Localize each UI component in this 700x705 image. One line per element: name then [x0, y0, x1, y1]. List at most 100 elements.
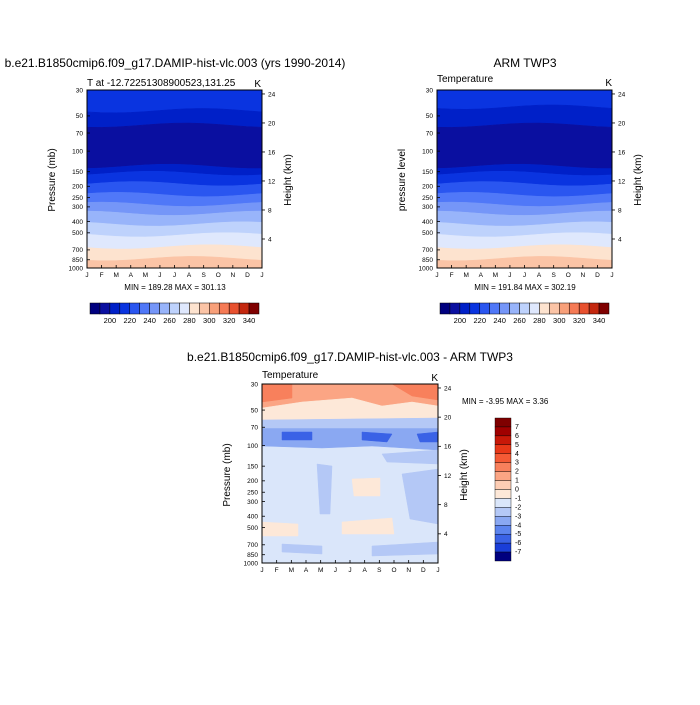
x-tick-label: J	[436, 567, 439, 574]
y-tick-label: 400	[247, 514, 258, 521]
colorbar-label: 3	[515, 460, 519, 467]
colorbar-label: 220	[474, 316, 487, 325]
height-tick-label: 24	[618, 91, 626, 98]
colorbar-swatch	[439, 302, 451, 315]
height-tick-label: 16	[618, 149, 626, 156]
x-tick-label: O	[566, 272, 571, 279]
colorbar-swatch	[494, 435, 512, 446]
x-tick-label: N	[580, 272, 585, 279]
y-tick-label: 700	[72, 247, 83, 254]
panel3-colorbar: 7 6 5 4 3 2 1 0-1 -2 -3 -4 -5 -6 -7	[494, 417, 521, 562]
x-tick-label: O	[391, 567, 396, 574]
y-tick-label: 100	[72, 148, 83, 155]
x-tick-label: S	[551, 272, 556, 279]
colorbar-label: 4	[515, 451, 519, 458]
y-tick-label: 150	[422, 169, 433, 176]
colorbar-swatch	[494, 426, 512, 437]
colorbar-label: -1	[515, 495, 521, 502]
colorbar-swatch	[529, 302, 540, 315]
colorbar-swatch	[228, 302, 240, 315]
y-tick-label: 500	[422, 230, 433, 237]
y-tick-label: 50	[76, 113, 84, 120]
colorbar-swatch	[449, 302, 461, 315]
x-tick-label: J	[260, 272, 263, 279]
x-tick-label: F	[100, 272, 104, 279]
x-tick-label: M	[113, 272, 118, 279]
y-tick-label: 70	[76, 130, 84, 137]
y-tick-label: 700	[422, 247, 433, 254]
colorbar-label: 240	[143, 316, 156, 325]
x-tick-label: A	[129, 272, 134, 279]
colorbar-swatch	[494, 489, 512, 499]
panel2-ylabel: pressure level	[397, 149, 408, 211]
x-tick-label: J	[85, 272, 88, 279]
colorbar-label: 220	[124, 316, 137, 325]
height-tick-label: 20	[268, 120, 276, 127]
x-tick-label: D	[595, 272, 600, 279]
colorbar-label: 240	[493, 316, 506, 325]
colorbar-label: 340	[243, 316, 256, 325]
colorbar-swatch	[129, 302, 140, 315]
colorbar-swatch	[169, 302, 180, 315]
colorbar-swatch	[494, 551, 512, 562]
panel3-plot: J F M A M J J A S O N D J 30 50 70 100 150 200 250 300 400 500…	[244, 381, 452, 574]
cold-anomaly	[416, 431, 439, 443]
x-tick-label: A	[479, 272, 484, 279]
colorbar-swatch	[494, 471, 512, 481]
y-tick-label: 250	[247, 490, 258, 497]
y-tick-label: 200	[72, 184, 83, 191]
panel2-minmax: MIN = 191.84 MAX = 302.19	[474, 283, 576, 292]
x-tick-label: J	[523, 272, 526, 279]
cold-anomaly	[281, 543, 323, 555]
panel3-title: b.e21.B1850cmip6.f09_g17.DAMIP-hist-vlc.…	[187, 350, 513, 364]
panel2-right-label: Height (km)	[633, 154, 644, 206]
colorbar-swatch	[494, 453, 512, 463]
colorbar-swatch	[469, 302, 481, 315]
x-tick-label: J	[435, 272, 438, 279]
y-tick-label: 850	[247, 552, 258, 559]
colorbar-swatch	[519, 302, 530, 315]
colorbar-label: 1	[515, 478, 519, 485]
panel2-colorbar: 200 220 240 260 280 300 320 340	[439, 302, 610, 325]
colorbar-label: -3	[515, 513, 521, 520]
height-tick-label: 24	[444, 385, 452, 392]
y-tick-label: 250	[72, 195, 83, 202]
y-tick-label: 50	[426, 113, 434, 120]
colorbar-swatch	[588, 302, 600, 315]
y-tick-label: 400	[422, 219, 433, 226]
colorbar-swatch	[189, 302, 200, 315]
y-tick-label: 70	[426, 130, 434, 137]
colorbar-swatch	[494, 417, 512, 428]
x-tick-label: M	[318, 567, 323, 574]
colorbar-swatch	[248, 302, 260, 315]
x-tick-label: N	[230, 272, 235, 279]
colorbar-label: 280	[533, 316, 546, 325]
y-tick-label: 850	[422, 257, 433, 264]
colorbar-swatch	[489, 302, 500, 315]
panel1-right-label: Height (km)	[283, 154, 294, 206]
colorbar-label: 200	[104, 316, 117, 325]
colorbar-swatch	[179, 302, 190, 315]
colorbar-label: 260	[513, 316, 526, 325]
panel1-title: b.e21.B1850cmip6.f09_g17.DAMIP-hist-vlc.…	[5, 56, 346, 70]
colorbar-swatch	[539, 302, 550, 315]
colorbar-label: 300	[553, 316, 566, 325]
height-tick-label: 12	[618, 178, 626, 185]
colorbar-label: -7	[515, 549, 521, 556]
colorbar-label: 6	[515, 433, 519, 440]
x-tick-label: J	[610, 272, 613, 279]
temperature-band	[86, 122, 263, 169]
height-tick-label: 8	[268, 207, 272, 214]
panel2-left-label: Temperature	[437, 74, 494, 85]
colorbar-label: -6	[515, 540, 521, 547]
colorbar-swatch	[159, 302, 170, 315]
warm-anomaly	[261, 521, 299, 537]
y-tick-label: 300	[422, 204, 433, 211]
x-tick-label: N	[406, 567, 411, 574]
x-tick-label: M	[289, 567, 294, 574]
colorbar-label: -2	[515, 504, 521, 511]
colorbar-label: 200	[454, 316, 467, 325]
x-tick-label: J	[348, 567, 351, 574]
height-tick-label: 12	[444, 473, 452, 480]
